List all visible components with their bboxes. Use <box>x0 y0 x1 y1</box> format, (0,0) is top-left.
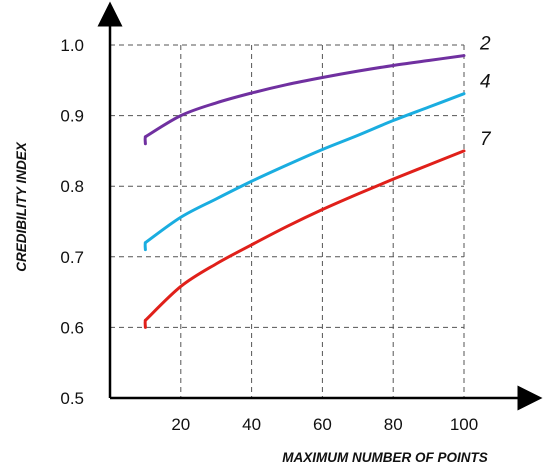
tick-labels: 0.5 0.6 0.7 0.8 0.9 1.0 20 40 60 80 100 <box>60 36 478 434</box>
series-line-4 <box>143 92 466 245</box>
y-tick-label: 0.8 <box>60 177 84 196</box>
series-label-4: 4 <box>480 72 491 93</box>
x-tick-label: 100 <box>450 415 478 434</box>
x-tick-label: 80 <box>384 415 403 434</box>
y-tick-label: 0.7 <box>60 248 84 267</box>
y-tick-label: 0.5 <box>60 389 84 408</box>
series-lines <box>143 54 466 329</box>
x-tick-label: 40 <box>242 415 261 434</box>
series-label-2: 2 <box>479 34 491 55</box>
grid <box>110 44 465 398</box>
y-axis-title: CREDIBILITY INDEX <box>14 141 29 272</box>
axes <box>97 1 543 411</box>
series-labels: 2 4 7 <box>479 34 492 150</box>
x-tick-label: 20 <box>171 415 190 434</box>
series-line-2 <box>143 54 466 139</box>
y-tick-label: 1.0 <box>60 36 84 55</box>
series-line-7 <box>143 149 466 322</box>
y-tick-label: 0.9 <box>60 107 84 126</box>
y-tick-label: 0.6 <box>60 318 84 337</box>
x-axis-title: MAXIMUM NUMBER OF POINTS <box>282 450 488 465</box>
series-label-7: 7 <box>480 129 492 150</box>
x-tick-label: 60 <box>313 415 332 434</box>
